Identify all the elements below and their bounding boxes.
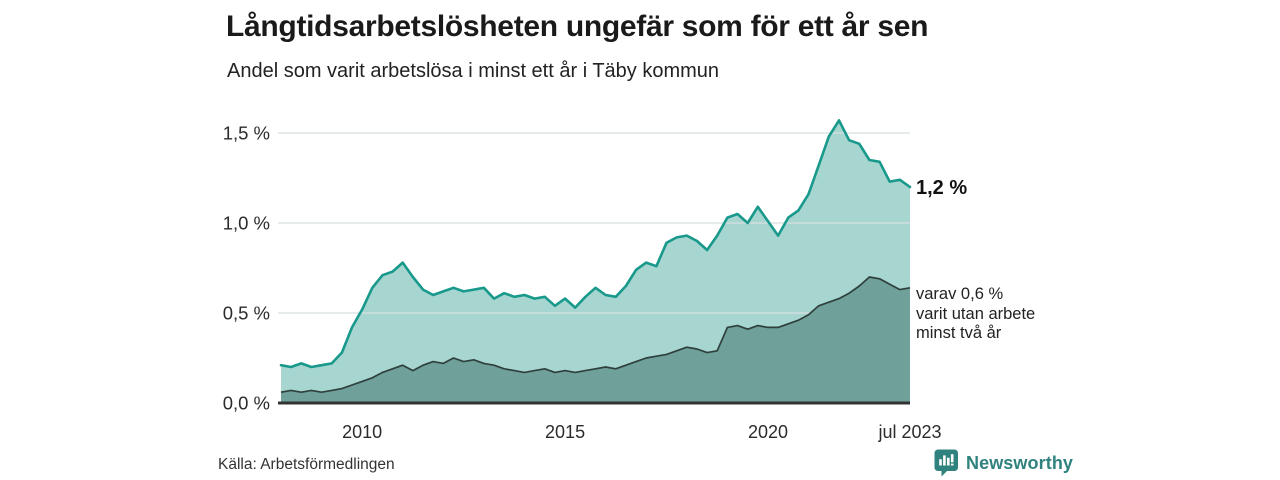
secondary-value-line1: varav 0,6 % [916,285,1004,303]
area-two-years [281,277,910,403]
brand-logo: Newsworthy [934,449,1073,477]
secondary-value-line3: minst två år [916,324,1002,342]
y-tick-label: 0,5 % [223,303,270,324]
x-tick-label: jul 2023 [877,422,941,442]
line-total-unemployed [279,119,912,369]
secondary-value-line2: varit utan arbete [916,304,1036,323]
newsworthy-chart-bubble-icon [934,449,959,477]
x-tick-label: 2015 [545,422,585,442]
latest-value-label: 1,2 % [916,177,968,199]
chart-subtitle: Andel som varit arbetslösa i minst ett å… [227,60,720,82]
y-tick-label: 1,5 % [223,123,270,144]
source-note: Källa: Arbetsförmedlingen [218,456,395,473]
y-tick-label: 0,0 % [223,393,270,414]
x-tick-label: 2020 [748,422,788,442]
line-two-years [280,276,911,394]
secondary-value-label: varav 0,6 % varit utan arbete minst två … [916,285,1035,344]
x-axis-baseline [278,401,910,405]
y-tick-label: 1,0 % [223,213,270,234]
page-title: Långtidsarbetslösheten ungefär som för e… [226,10,929,43]
brand-name: Newsworthy [966,452,1074,473]
x-tick-label: 2010 [342,422,382,442]
